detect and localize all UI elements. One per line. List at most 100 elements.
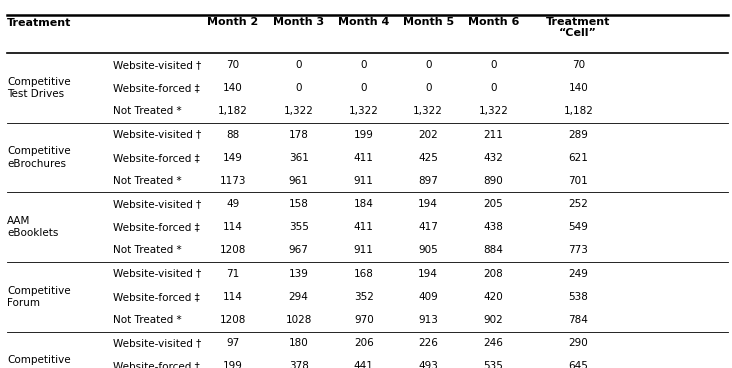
Text: 967: 967	[288, 245, 309, 255]
Text: 246: 246	[483, 338, 504, 348]
Text: 178: 178	[288, 130, 309, 139]
Text: Website-visited †: Website-visited †	[113, 60, 202, 70]
Text: 411: 411	[354, 153, 374, 163]
Text: 199: 199	[354, 130, 374, 139]
Text: 493: 493	[418, 361, 438, 368]
Text: 1,182: 1,182	[218, 106, 247, 116]
Text: 0: 0	[361, 83, 367, 93]
Text: 140: 140	[569, 83, 588, 93]
Text: 149: 149	[223, 153, 243, 163]
Text: 194: 194	[418, 269, 438, 279]
Text: Competitive
eBrochures: Competitive eBrochures	[7, 146, 71, 169]
Text: 911: 911	[354, 176, 374, 186]
Text: 0: 0	[425, 83, 431, 93]
Text: 970: 970	[354, 315, 373, 325]
Text: 289: 289	[568, 130, 589, 139]
Text: 1208: 1208	[220, 245, 246, 255]
Text: Website-forced ‡: Website-forced ‡	[113, 153, 201, 163]
Text: 184: 184	[354, 199, 374, 209]
Text: 773: 773	[568, 245, 589, 255]
Text: Not Treated *: Not Treated *	[113, 176, 182, 186]
Text: Competitive
Advisor: Competitive Advisor	[7, 355, 71, 368]
Text: Competitive
Forum: Competitive Forum	[7, 286, 71, 308]
Text: 88: 88	[226, 130, 239, 139]
Text: 290: 290	[569, 338, 588, 348]
Text: 352: 352	[354, 292, 374, 302]
Text: 411: 411	[354, 222, 374, 232]
Text: 535: 535	[483, 361, 504, 368]
Text: 361: 361	[288, 153, 309, 163]
Text: 140: 140	[223, 83, 242, 93]
Text: 890: 890	[484, 176, 503, 186]
Text: 884: 884	[483, 245, 504, 255]
Text: 538: 538	[568, 292, 589, 302]
Text: 206: 206	[354, 338, 373, 348]
Text: 441: 441	[354, 361, 374, 368]
Text: 420: 420	[484, 292, 503, 302]
Text: 902: 902	[484, 315, 503, 325]
Text: 0: 0	[490, 60, 496, 70]
Text: 911: 911	[354, 245, 374, 255]
Text: 1208: 1208	[220, 315, 246, 325]
Text: AAM
eBooklets: AAM eBooklets	[7, 216, 59, 238]
Text: 249: 249	[568, 269, 589, 279]
Text: 0: 0	[296, 60, 302, 70]
Text: Treatment: Treatment	[7, 18, 72, 28]
Text: 180: 180	[289, 338, 308, 348]
Text: 0: 0	[490, 83, 496, 93]
Text: 897: 897	[418, 176, 438, 186]
Text: 205: 205	[484, 199, 503, 209]
Text: Website-visited †: Website-visited †	[113, 338, 202, 348]
Text: 378: 378	[288, 361, 309, 368]
Text: 1,322: 1,322	[284, 106, 313, 116]
Text: Month 2: Month 2	[207, 17, 258, 26]
Text: 158: 158	[288, 199, 309, 209]
Text: 49: 49	[226, 199, 239, 209]
Text: 168: 168	[354, 269, 374, 279]
Text: Month 3: Month 3	[273, 17, 324, 26]
Text: 549: 549	[568, 222, 589, 232]
Text: 70: 70	[572, 60, 585, 70]
Text: 294: 294	[288, 292, 309, 302]
Text: Treatment
“Cell”: Treatment “Cell”	[546, 17, 610, 38]
Text: 0: 0	[296, 83, 302, 93]
Text: 1,322: 1,322	[479, 106, 508, 116]
Text: 1173: 1173	[220, 176, 246, 186]
Text: 1,322: 1,322	[349, 106, 378, 116]
Text: 114: 114	[223, 222, 243, 232]
Text: 97: 97	[226, 338, 239, 348]
Text: 1028: 1028	[285, 315, 312, 325]
Text: 211: 211	[483, 130, 504, 139]
Text: Month 4: Month 4	[338, 17, 389, 26]
Text: 913: 913	[418, 315, 438, 325]
Text: 701: 701	[569, 176, 588, 186]
Text: 208: 208	[484, 269, 503, 279]
Text: Month 5: Month 5	[403, 17, 454, 26]
Text: Website-forced ‡: Website-forced ‡	[113, 361, 201, 368]
Text: Website-forced ‡: Website-forced ‡	[113, 83, 201, 93]
Text: 194: 194	[418, 199, 438, 209]
Text: 961: 961	[288, 176, 309, 186]
Text: Website-visited †: Website-visited †	[113, 199, 202, 209]
Text: Website-visited †: Website-visited †	[113, 130, 202, 139]
Text: 0: 0	[425, 60, 431, 70]
Text: 202: 202	[419, 130, 438, 139]
Text: 114: 114	[223, 292, 243, 302]
Text: 199: 199	[223, 361, 243, 368]
Text: Not Treated *: Not Treated *	[113, 245, 182, 255]
Text: 0: 0	[361, 60, 367, 70]
Text: Website-visited †: Website-visited †	[113, 269, 202, 279]
Text: Not Treated *: Not Treated *	[113, 315, 182, 325]
Text: 71: 71	[226, 269, 239, 279]
Text: 252: 252	[568, 199, 589, 209]
Text: Not Treated *: Not Treated *	[113, 106, 182, 116]
Text: 70: 70	[226, 60, 239, 70]
Text: 1,182: 1,182	[564, 106, 593, 116]
Text: 432: 432	[483, 153, 504, 163]
Text: 621: 621	[568, 153, 589, 163]
Text: 425: 425	[418, 153, 438, 163]
Text: Month 6: Month 6	[468, 17, 519, 26]
Text: 409: 409	[419, 292, 438, 302]
Text: 784: 784	[568, 315, 589, 325]
Text: Website-forced ‡: Website-forced ‡	[113, 292, 201, 302]
